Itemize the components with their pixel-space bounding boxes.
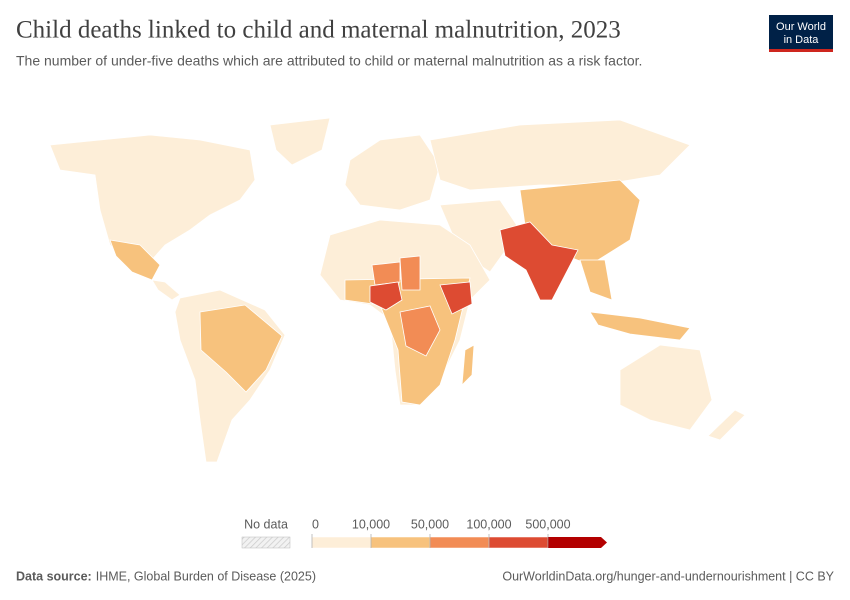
legend-tick-label: 50,000 (411, 517, 449, 531)
source: IHME, Global Burden of Disease (2025) (96, 569, 316, 583)
europe[interactable] (344, 134, 441, 211)
legend-tick-label: 500,000 (525, 517, 570, 531)
legend-tick-label: 0 (312, 517, 319, 531)
legend-swatch (548, 537, 607, 548)
legend: No data 0 10,000 50,000 100,000 500,000 (241, 517, 607, 549)
madagascar[interactable] (461, 344, 475, 387)
subtitle: The number of under-five deaths which ar… (16, 53, 642, 69)
niger[interactable] (371, 261, 401, 286)
brazil[interactable] (199, 304, 283, 393)
south-asia[interactable] (499, 221, 579, 301)
legend-swatch (311, 536, 372, 549)
north-america[interactable] (49, 134, 256, 263)
legend-swatch (488, 536, 549, 549)
source-label: Data source: (16, 569, 92, 583)
logo-text[interactable]: Our World (776, 21, 826, 33)
central-america[interactable] (151, 279, 181, 301)
legend-tick-label: 10,000 (352, 517, 390, 531)
logo-stripe (769, 49, 833, 52)
nigeria[interactable] (369, 281, 403, 311)
logo[interactable]: Our World in Data (769, 15, 833, 52)
dr-congo[interactable] (399, 305, 441, 357)
australia[interactable] (619, 344, 713, 431)
legend-swatch (429, 536, 490, 549)
new-zealand[interactable] (707, 409, 746, 441)
legend-tick-label: 100,000 (466, 517, 511, 531)
southeast-asia[interactable] (579, 259, 613, 301)
chad[interactable] (399, 255, 421, 291)
logo-box[interactable] (769, 15, 833, 51)
indonesia[interactable] (589, 311, 691, 341)
world-map (49, 117, 746, 463)
url[interactable]: OurWorldinData.org/hunger-and-undernouri… (502, 569, 834, 583)
title: Child deaths linked to child and materna… (16, 17, 621, 44)
ethiopia[interactable] (439, 281, 473, 315)
logo-text[interactable]: in Data (784, 34, 820, 46)
legend-swatch (370, 536, 431, 549)
greenland[interactable] (269, 117, 331, 166)
legend-no-data[interactable] (241, 536, 291, 549)
russia[interactable] (429, 119, 691, 191)
legend-no-data-label: No data (244, 517, 288, 531)
